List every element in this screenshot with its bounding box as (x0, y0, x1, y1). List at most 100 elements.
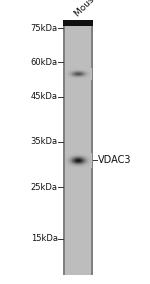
Bar (63, 155, 93, 156)
Bar (63, 67, 93, 68)
Bar (63, 249, 93, 250)
Bar (63, 212, 93, 213)
Bar (63, 203, 93, 204)
Bar (63, 186, 93, 187)
Bar (63, 149, 93, 150)
Bar (63, 219, 93, 220)
Bar (63, 58, 93, 59)
Bar (63, 101, 93, 102)
Bar (63, 137, 93, 139)
Bar (63, 215, 93, 217)
Bar (63, 177, 93, 178)
Bar (63, 136, 93, 137)
Text: 60kDa: 60kDa (30, 58, 58, 67)
Bar (63, 174, 93, 176)
Bar (63, 30, 93, 32)
Bar (63, 169, 93, 171)
Bar (63, 167, 93, 168)
Bar (63, 247, 93, 249)
Bar (63, 251, 93, 252)
Bar (63, 61, 93, 62)
Bar (63, 168, 93, 169)
Bar (63, 157, 93, 158)
Bar (63, 254, 93, 255)
Bar (63, 171, 93, 172)
Text: 15kDa: 15kDa (31, 234, 58, 243)
Bar (63, 266, 93, 268)
Bar (63, 118, 93, 120)
Bar (63, 32, 93, 33)
Bar (63, 209, 93, 210)
Text: Mouse heart: Mouse heart (73, 0, 119, 18)
Bar (63, 181, 93, 182)
Bar (63, 185, 93, 186)
Bar (63, 228, 93, 229)
Bar (63, 204, 93, 205)
Bar (63, 150, 93, 151)
Bar (63, 76, 93, 78)
Bar (63, 80, 93, 81)
Bar (63, 187, 93, 189)
Bar (63, 36, 93, 38)
Bar (63, 172, 93, 173)
Bar (63, 176, 93, 177)
Bar (63, 68, 93, 70)
Bar (63, 270, 93, 272)
Bar (63, 163, 93, 164)
Bar (63, 20, 65, 275)
Bar (63, 35, 93, 36)
Bar (63, 222, 93, 223)
Bar (63, 65, 93, 66)
Bar (63, 105, 93, 107)
Bar (63, 199, 93, 200)
Bar (63, 196, 93, 197)
Bar (63, 141, 93, 143)
Bar (63, 47, 93, 48)
Bar (63, 235, 93, 236)
Bar (63, 110, 93, 112)
Text: 45kDa: 45kDa (31, 92, 58, 101)
Bar (63, 232, 93, 233)
Bar (63, 20, 93, 21)
Bar (63, 237, 93, 238)
Bar (63, 272, 93, 273)
Bar (63, 231, 93, 232)
Bar (63, 102, 93, 103)
Bar (63, 214, 93, 215)
Bar (63, 189, 93, 190)
Bar (63, 236, 93, 237)
Bar (63, 255, 93, 256)
Bar (63, 154, 93, 155)
Bar (63, 273, 93, 274)
Bar (63, 53, 93, 55)
Bar (63, 198, 93, 199)
Bar (63, 103, 93, 104)
Bar (63, 243, 93, 245)
Text: VDAC3: VDAC3 (98, 155, 131, 166)
Bar (63, 66, 93, 67)
Bar (63, 24, 93, 25)
Bar (63, 233, 93, 235)
Bar (63, 130, 93, 131)
Bar (63, 205, 93, 206)
Bar (63, 240, 93, 241)
Bar (63, 206, 93, 208)
Bar (63, 121, 93, 122)
Bar (63, 143, 93, 144)
Bar (63, 225, 93, 227)
Bar (63, 256, 93, 258)
Bar (63, 62, 93, 63)
Bar (63, 269, 93, 270)
Bar (63, 139, 93, 140)
Bar (63, 57, 93, 58)
Bar (63, 113, 93, 114)
Bar (63, 217, 93, 218)
Bar (63, 108, 93, 109)
Bar (63, 264, 93, 265)
Bar (63, 87, 93, 89)
Bar (63, 75, 93, 76)
Bar (63, 28, 93, 29)
Bar (63, 144, 93, 145)
Bar (63, 140, 93, 141)
Bar (63, 195, 93, 196)
